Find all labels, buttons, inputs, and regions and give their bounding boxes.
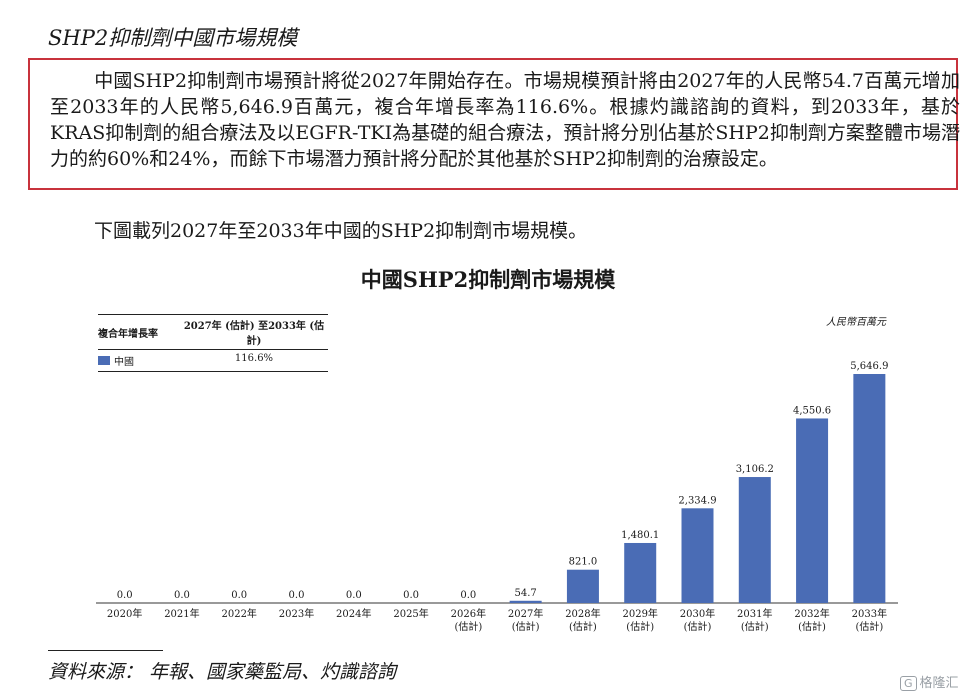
x-tick-label: 2026年	[451, 607, 486, 620]
chart-intro-text: 下圖載列2027年至2033年中國的SHP2抑制劑市場規模。	[94, 220, 588, 242]
bar-value-label: 0.0	[346, 590, 362, 601]
x-tick-label: 2033年	[852, 607, 887, 620]
section-title: SHP2抑制劑中國市場規模	[48, 26, 298, 50]
bar-value-label: 4,550.6	[793, 405, 831, 416]
x-tick-label: (估計)	[454, 620, 482, 633]
x-tick-label: 2031年	[737, 607, 772, 620]
cagr-table-header: 複合年增長率 2027年 (估計) 至2033年 (估計)	[98, 314, 328, 350]
bar-value-label: 3,106.2	[736, 464, 774, 475]
bar	[738, 477, 771, 603]
watermark-text: 格隆汇	[919, 676, 959, 691]
x-tick-label: 2021年	[164, 607, 199, 620]
bar-value-label: 0.0	[289, 590, 305, 601]
x-tick-label: 2030年	[680, 607, 715, 620]
bar	[566, 569, 599, 603]
bar	[624, 542, 657, 603]
bar-value-label: 0.0	[403, 590, 419, 601]
cagr-row-label-text: 中國	[114, 357, 134, 368]
x-tick-label: 2032年	[794, 607, 829, 620]
x-tick-label: 2028年	[565, 607, 600, 620]
cagr-table-row: 中國 116.6%	[98, 350, 328, 372]
cagr-header-period: 2027年 (估計) 至2033年 (估計)	[183, 321, 325, 347]
x-tick-label: 2029年	[622, 607, 657, 620]
bar-value-label: 821.0	[569, 557, 598, 568]
cagr-table: 複合年增長率 2027年 (估計) 至2033年 (估計) 中國 116.6%	[98, 314, 328, 372]
body-paragraph-text: 中國SHP2抑制劑市場預計將從2027年開始存在。市場規模預計將由2027年的人…	[50, 70, 960, 170]
x-tick-label: 2020年	[107, 607, 142, 620]
source-note: 資料來源： 年報、國家藥監局、灼識諮詢	[48, 661, 397, 683]
x-tick-label: (估計)	[798, 620, 826, 633]
watermark: G 格隆汇	[900, 672, 959, 691]
bar	[681, 508, 714, 603]
body-paragraph: 中國SHP2抑制劑市場預計將從2027年開始存在。市場規模預計將由2027年的人…	[50, 68, 960, 172]
chart-title: 中國SHP2抑制劑市場規模	[360, 267, 616, 292]
bar	[796, 418, 829, 603]
x-tick-label: 2024年	[336, 607, 371, 620]
cagr-row-value: 116.6%	[234, 353, 274, 364]
bar-value-label: 54.7	[515, 588, 537, 599]
watermark-logo-icon: G	[900, 676, 917, 691]
bar-value-label: 0.0	[460, 590, 476, 601]
x-tick-label: (估計)	[569, 620, 597, 633]
cagr-header-label: 複合年增長率	[98, 328, 158, 340]
cagr-row-label: 中國	[98, 353, 180, 368]
x-tick-label: (估計)	[626, 620, 654, 633]
x-tick-label: (估計)	[855, 620, 883, 633]
source-rule	[48, 650, 163, 651]
bar-value-label: 0.0	[117, 590, 133, 601]
legend-swatch	[98, 356, 110, 365]
bar	[509, 600, 542, 603]
x-tick-label: (估計)	[512, 620, 540, 633]
bar-value-label: 5,646.9	[850, 361, 888, 372]
bar	[853, 374, 886, 603]
unit-label: 人民幣百萬元	[826, 317, 886, 328]
bar-value-label: 1,480.1	[621, 530, 659, 541]
x-tick-label: (估計)	[741, 620, 769, 633]
x-tick-label: 2023年	[279, 607, 314, 620]
bar-value-label: 0.0	[231, 590, 247, 601]
x-tick-label: 2027年	[508, 607, 543, 620]
highlight-box	[28, 58, 958, 190]
x-tick-label: (估計)	[684, 620, 712, 633]
bar-value-label: 2,334.9	[678, 495, 716, 506]
x-tick-label: 2022年	[221, 607, 256, 620]
x-tick-label: 2025年	[393, 607, 428, 620]
bar-value-label: 0.0	[174, 590, 190, 601]
